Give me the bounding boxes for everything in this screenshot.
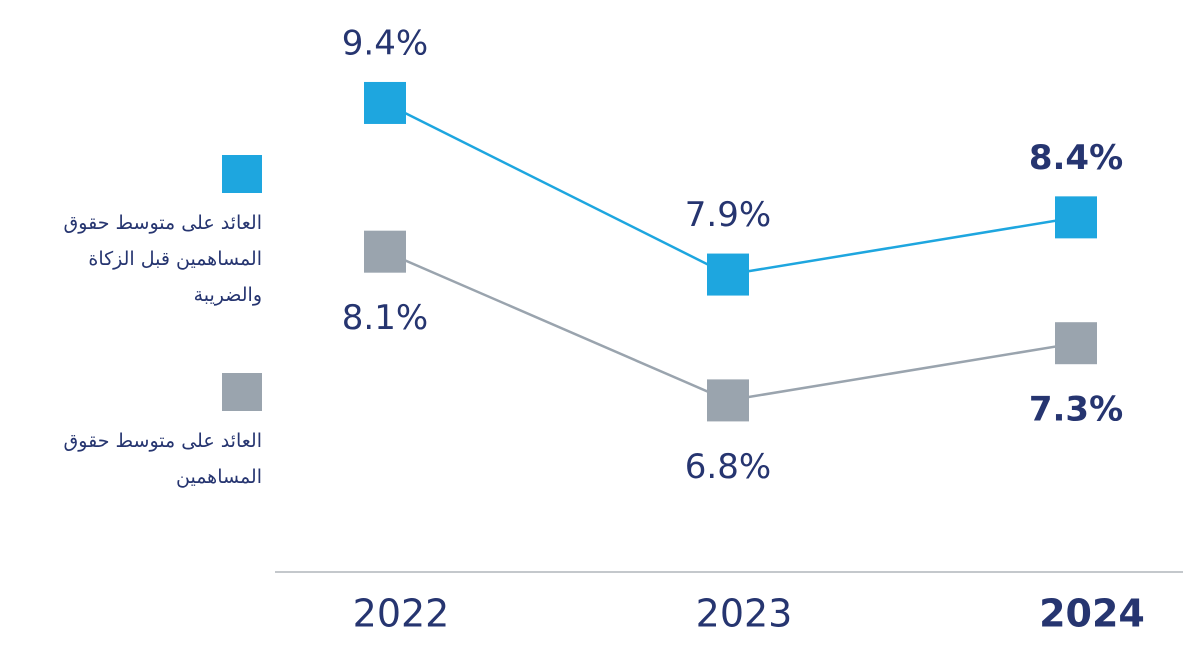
series-line xyxy=(384,101,1077,276)
point-marker xyxy=(364,81,406,124)
legend-swatch xyxy=(222,373,262,411)
point-marker xyxy=(707,379,749,422)
data-label: 7.9% xyxy=(685,195,771,235)
legend-swatch xyxy=(222,155,262,193)
data-label: 7.3% xyxy=(1029,390,1123,430)
legend-label: العائد على متوسط حقوق المساهمين قبل الزك… xyxy=(63,212,262,306)
point-marker xyxy=(1055,196,1097,239)
point-marker xyxy=(1055,322,1097,365)
data-label: 9.4% xyxy=(342,23,428,63)
data-label: 6.8% xyxy=(685,447,771,487)
point-marker xyxy=(707,253,749,296)
legend-label: العائد على متوسط حقوق المساهمين xyxy=(63,430,262,488)
data-label: 8.1% xyxy=(342,298,428,338)
x-tick-label: 2024 xyxy=(1039,592,1145,636)
x-tick-label: 2022 xyxy=(353,592,450,636)
x-tick-label: 2023 xyxy=(696,592,793,636)
point-marker xyxy=(364,230,406,273)
data-label: 8.4% xyxy=(1029,138,1123,178)
